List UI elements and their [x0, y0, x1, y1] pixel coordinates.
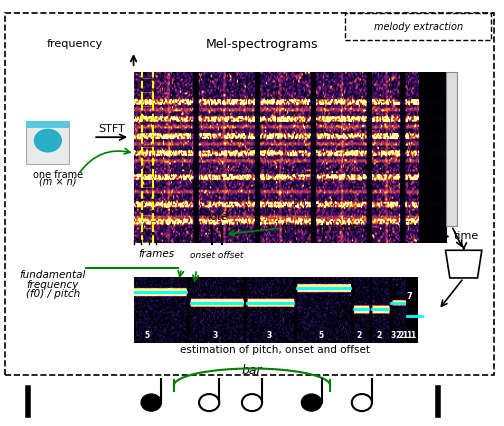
Text: frames: frames	[138, 249, 174, 259]
Text: 5: 5	[319, 331, 324, 340]
Text: 3: 3	[391, 331, 396, 340]
Text: 1: 1	[410, 331, 415, 340]
Text: 2: 2	[396, 331, 401, 340]
Text: time: time	[454, 231, 479, 242]
Text: one frame: one frame	[33, 170, 83, 180]
Text: model: model	[447, 259, 481, 269]
Text: melody extraction: melody extraction	[374, 22, 463, 32]
Text: estimation of pitch, onset and offset: estimation of pitch, onset and offset	[180, 345, 369, 355]
Text: (m × n): (m × n)	[39, 177, 77, 187]
Text: 7: 7	[407, 291, 412, 301]
Text: 1: 1	[402, 331, 407, 340]
Text: (f0) / pitch: (f0) / pitch	[26, 289, 80, 299]
Text: 1: 1	[406, 331, 411, 340]
Text: onset offset: onset offset	[190, 251, 243, 260]
Text: frames in a note: frames in a note	[282, 223, 362, 233]
Text: Mel-spectrograms: Mel-spectrograms	[206, 38, 319, 51]
Text: frequency: frequency	[27, 279, 79, 290]
Text: frequency: frequency	[47, 39, 103, 49]
Text: 2: 2	[356, 331, 361, 340]
Text: 5: 5	[145, 331, 150, 340]
Text: note: note	[205, 212, 228, 222]
Text: ♪: ♪	[44, 134, 52, 147]
Text: STFT: STFT	[98, 124, 125, 134]
Text: 3: 3	[212, 331, 218, 340]
Text: 2: 2	[376, 331, 382, 340]
Text: bar: bar	[242, 364, 262, 377]
Text: 2: 2	[399, 331, 404, 340]
Text: 3: 3	[266, 331, 271, 340]
Text: MP3: MP3	[39, 151, 57, 160]
Text: fundamental: fundamental	[20, 270, 86, 280]
